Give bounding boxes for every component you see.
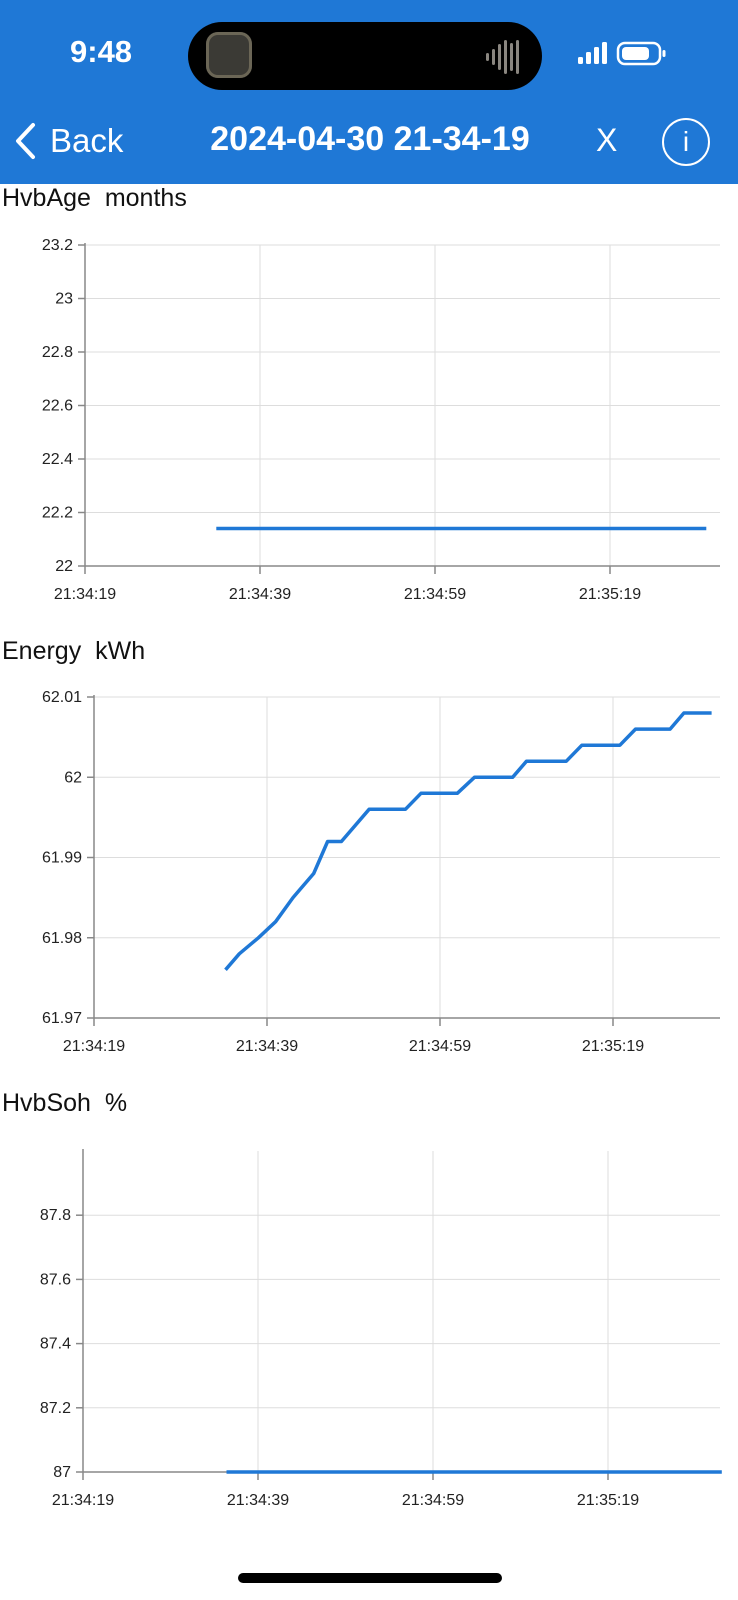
y-tick-label: 61.99 xyxy=(42,850,82,867)
home-indicator[interactable] xyxy=(238,1573,502,1583)
status-time: 9:48 xyxy=(70,34,133,69)
app-icon xyxy=(206,32,252,78)
chart-title-hvbage: HvbAge months xyxy=(2,184,187,212)
y-tick-label: 22.8 xyxy=(42,344,73,361)
chart-title-energy: Energy kWh xyxy=(2,637,146,665)
y-tick-label: 22.2 xyxy=(42,505,73,522)
chart-title-hvbsoh: HvbSoh % xyxy=(2,1089,128,1117)
dynamic-island xyxy=(188,22,542,90)
info-button[interactable]: i xyxy=(662,118,710,166)
nav-header: 9:48 Back 2024-04-30 21-34-19 xyxy=(0,0,738,184)
x-tick-label: 21:34:39 xyxy=(229,586,291,603)
audio-bars-icon xyxy=(486,40,519,74)
signal-icon xyxy=(578,42,607,64)
y-tick-label: 22.4 xyxy=(42,451,73,468)
x-tick-label: 21:34:19 xyxy=(52,1492,114,1509)
hvbsoh-chart: 87 87.2 87.4 87.6 87.8 21:34:19 21:34:39 21:34:… xyxy=(40,1149,722,1509)
x-tick-label: 21:34:39 xyxy=(236,1038,298,1055)
hvbage-chart: 22 22.2 22.4 22.6 22.8 23 23.2 21:34:19 21:34:39… xyxy=(42,237,720,603)
back-label: Back xyxy=(50,122,124,159)
y-tick-label: 22 xyxy=(55,558,73,575)
y-tick-label: 87.8 xyxy=(40,1207,71,1224)
x-tick-label: 21:35:19 xyxy=(577,1492,639,1509)
y-tick-label: 61.98 xyxy=(42,930,82,947)
energy-chart: 61.97 61.98 61.99 62 62.01 21:34:19 21:34:39 21… xyxy=(42,689,720,1055)
series-line-0 xyxy=(224,711,712,971)
x-tick-label: 21:34:19 xyxy=(54,586,116,603)
x-tick-label: 21:34:59 xyxy=(402,1492,464,1509)
battery-icon xyxy=(616,41,666,66)
x-tick-label: 21:34:59 xyxy=(404,586,466,603)
status-icons xyxy=(578,41,666,66)
x-tick-label: 21:34:59 xyxy=(409,1038,471,1055)
y-tick-label: 87.6 xyxy=(40,1271,71,1288)
y-tick-label: 23 xyxy=(55,291,73,308)
y-tick-label: 62 xyxy=(64,769,82,786)
chevron-left-icon xyxy=(16,123,35,159)
y-tick-label: 22.6 xyxy=(42,398,73,415)
x-tick-label: 21:35:19 xyxy=(579,586,641,603)
y-tick-label: 62.01 xyxy=(42,689,82,706)
y-tick-label: 23.2 xyxy=(42,237,73,254)
x-tick-label: 21:34:39 xyxy=(227,1492,289,1509)
y-tick-label: 61.97 xyxy=(42,1010,82,1027)
y-tick-label: 87.2 xyxy=(40,1400,71,1417)
back-button[interactable]: Back xyxy=(14,118,123,164)
x-tick-label: 21:34:19 xyxy=(63,1038,125,1055)
y-tick-label: 87 xyxy=(53,1464,71,1481)
x-tick-label: 21:35:19 xyxy=(582,1038,644,1055)
y-tick-label: 87.4 xyxy=(40,1336,71,1353)
close-button[interactable]: X xyxy=(596,122,618,158)
page-title: 2024-04-30 21-34-19 xyxy=(210,120,530,158)
